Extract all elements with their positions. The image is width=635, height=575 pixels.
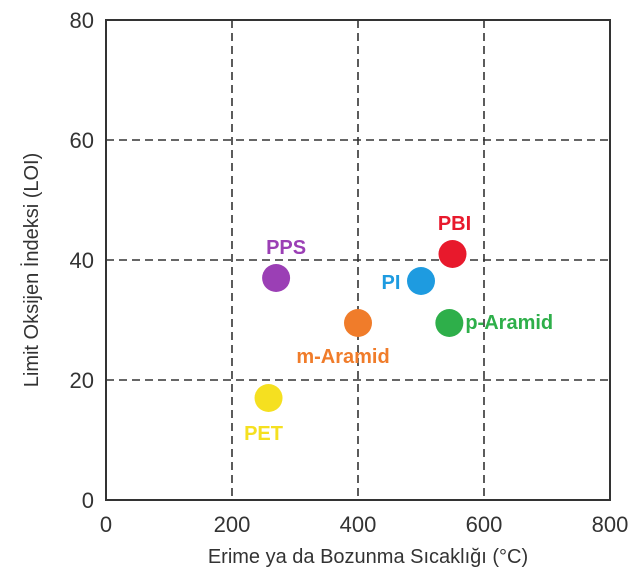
- x-tick-label: 200: [214, 512, 251, 537]
- point-label-pps: PPS: [266, 237, 306, 259]
- x-tick-label: 600: [466, 512, 503, 537]
- y-tick-label: 40: [70, 248, 94, 273]
- point-pbi: [438, 240, 467, 268]
- x-axis-title: Erime ya da Bozunma Sıcaklığı (°C): [208, 546, 528, 568]
- point-label-p-aramid: p-Aramid: [465, 312, 553, 334]
- y-tick-label: 0: [82, 488, 94, 513]
- x-tick-label: 800: [592, 512, 629, 537]
- point-label-pbi: PBI: [438, 213, 471, 235]
- point-pet: [254, 384, 283, 412]
- y-tick-label: 60: [70, 128, 94, 153]
- point-pi: [407, 267, 435, 295]
- y-tick-label: 80: [70, 8, 94, 33]
- y-axis-ticks: 0 20 40 60 80: [70, 8, 94, 513]
- point-m-aramid: [344, 309, 372, 337]
- point-pps: [262, 264, 291, 292]
- plot-frame: [105, 19, 611, 501]
- grid: [106, 20, 610, 500]
- point-label-m-aramid: m-Aramid: [296, 346, 389, 368]
- y-tick-label: 20: [70, 368, 94, 393]
- point-label-pi: PI: [382, 272, 401, 294]
- y-axis-title: Limit Oksijen İndeksi (LOI): [20, 153, 43, 388]
- point-p-aramid: [435, 309, 464, 337]
- x-tick-label: 0: [100, 512, 112, 537]
- data-points: PPS PBI PI m-Aramid p-Aramid PET: [244, 213, 553, 445]
- point-label-pet: PET: [244, 423, 283, 445]
- x-axis-ticks: 0 200 400 600 800: [100, 512, 628, 537]
- x-tick-label: 400: [340, 512, 377, 537]
